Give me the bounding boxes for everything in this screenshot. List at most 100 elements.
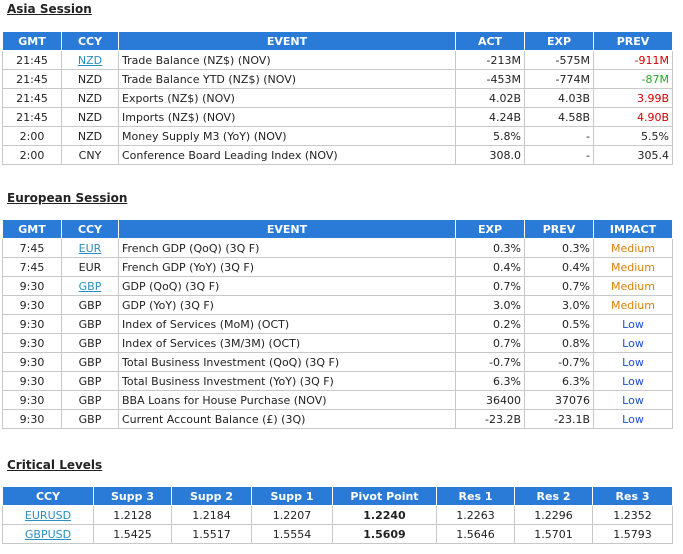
- event-cell: Trade Balance (NZ$) (NOV): [118, 50, 456, 70]
- ccy-cell: GBP: [61, 333, 119, 353]
- currency-label: GBP: [78, 317, 102, 331]
- column-header-gmt: GMT: [2, 31, 62, 51]
- ccy-cell: NZD: [61, 107, 119, 127]
- impact-badge: Low: [593, 371, 673, 391]
- table-row: 21:45 NZD Imports (NZ$) (NOV) 4.24B 4.58B 4.9…: [2, 107, 673, 127]
- table-row: 9:30 GBP Total Business Investment (YoY) (…: [2, 371, 673, 391]
- table-row: 2:00 NZD Money Supply M3 (YoY) (NOV) 5.8% -5…: [2, 126, 673, 146]
- event-cell: Conference Board Leading Index (NOV): [118, 145, 456, 165]
- column-header-exp: EXP: [455, 219, 525, 239]
- column-header-prev: PREV: [524, 219, 594, 239]
- column-header-res-1: Res 1: [436, 486, 515, 506]
- table-row: 21:45 NZD Trade Balance (NZ$) (NOV) -213M -5…: [2, 50, 673, 70]
- ccy-cell: EUR: [61, 257, 119, 277]
- previous-cell: 0.8%: [524, 333, 594, 353]
- table-row: 2:00 CNY Conference Board Leading Index (N…: [2, 145, 673, 165]
- table-row: 7:45 EUR French GDP (QoQ) (3Q F) 0.3% 0.3% Me…: [2, 238, 673, 258]
- column-header-supp-1: Supp 1: [251, 486, 333, 506]
- table-row: 9:30 GBP Current Account Balance (£) (3Q) -…: [2, 409, 673, 429]
- support-2-cell: 1.2184: [171, 505, 252, 525]
- resistance-3-cell: 1.5793: [592, 524, 673, 544]
- currency-pair-link[interactable]: GBPUSD: [24, 527, 72, 541]
- table-row: GBPUSD 1.5425 1.5517 1.5554 1.5609 1.5646 1.57…: [2, 524, 673, 544]
- currency-label: GBP: [78, 393, 102, 407]
- currency-label: GBP: [78, 298, 102, 312]
- critical-levels-table: CCY Supp 3 Supp 2 Supp 1 Pivot Point Res 1 Res…: [2, 486, 673, 544]
- actual-cell: 4.24B: [455, 107, 525, 127]
- previous-cell: 4.90B: [593, 107, 673, 127]
- ccy-cell: GBP: [61, 409, 119, 429]
- pivot-point-cell: 1.5609: [332, 524, 437, 544]
- support-3-cell: 1.2128: [93, 505, 172, 525]
- european-session-table: GMT CCY EVENT EXP PREV IMPACT 7:45 EUR French G…: [2, 219, 673, 429]
- resistance-2-cell: 1.5701: [514, 524, 593, 544]
- column-header-impact: IMPACT: [593, 219, 673, 239]
- previous-cell: -23.1B: [524, 409, 594, 429]
- previous-cell: 0.7%: [524, 276, 594, 296]
- impact-badge: Low: [593, 333, 673, 353]
- expected-cell: -: [524, 126, 594, 146]
- previous-cell: 6.3%: [524, 371, 594, 391]
- gmt-cell: 9:30: [2, 409, 62, 429]
- resistance-1-cell: 1.2263: [436, 505, 515, 525]
- event-cell: Total Business Investment (QoQ) (3Q F): [118, 352, 456, 372]
- impact-badge: Low: [593, 352, 673, 372]
- gmt-cell: 9:30: [2, 276, 62, 296]
- event-cell: Current Account Balance (£) (3Q): [118, 409, 456, 429]
- currency-link[interactable]: GBP: [78, 279, 102, 293]
- table-row: EURUSD 1.2128 1.2184 1.2207 1.2240 1.2263 1.22…: [2, 505, 673, 525]
- event-cell: Total Business Investment (YoY) (3Q F): [118, 371, 456, 391]
- table-row: 21:45 NZD Trade Balance YTD (NZ$) (NOV) -45…: [2, 69, 673, 89]
- previous-cell: 0.3%: [524, 238, 594, 258]
- impact-badge: Low: [593, 314, 673, 334]
- gmt-cell: 9:30: [2, 390, 62, 410]
- event-cell: French GDP (QoQ) (3Q F): [118, 238, 456, 258]
- ccy-cell: GBP: [61, 371, 119, 391]
- ccy-cell[interactable]: EUR: [61, 238, 119, 258]
- currency-label: GBP: [78, 412, 102, 426]
- column-header-supp-3: Supp 3: [93, 486, 172, 506]
- event-cell: GDP (YoY) (3Q F): [118, 295, 456, 315]
- previous-cell: 37076: [524, 390, 594, 410]
- previous-cell: 3.99B: [593, 88, 673, 108]
- expected-cell: 0.4%: [455, 257, 525, 277]
- pair-cell[interactable]: GBPUSD: [2, 524, 94, 544]
- previous-cell: -0.7%: [524, 352, 594, 372]
- impact-badge: Medium: [593, 295, 673, 315]
- expected-cell: -774M: [524, 69, 594, 89]
- gmt-cell: 2:00: [2, 126, 62, 146]
- ccy-cell[interactable]: GBP: [61, 276, 119, 296]
- actual-cell: 308.0: [455, 145, 525, 165]
- column-header-ccy: CCY: [61, 219, 119, 239]
- expected-cell: 4.03B: [524, 88, 594, 108]
- expected-cell: 36400: [455, 390, 525, 410]
- column-header-pivot-point: Pivot Point: [332, 486, 437, 506]
- currency-label: GBP: [78, 374, 102, 388]
- column-header-event: EVENT: [118, 219, 456, 239]
- column-header-prev: PREV: [593, 31, 673, 51]
- ccy-cell[interactable]: NZD: [61, 50, 119, 70]
- currency-label: NZD: [77, 72, 103, 86]
- event-cell: Index of Services (MoM) (OCT): [118, 314, 456, 334]
- expected-cell: -575M: [524, 50, 594, 70]
- column-header-event: EVENT: [118, 31, 456, 51]
- currency-link[interactable]: NZD: [77, 53, 103, 67]
- expected-cell: 0.7%: [455, 333, 525, 353]
- gmt-cell: 21:45: [2, 107, 62, 127]
- column-header-act: ACT: [455, 31, 525, 51]
- currency-link[interactable]: EUR: [78, 241, 102, 255]
- column-header-exp: EXP: [524, 31, 594, 51]
- impact-badge: Low: [593, 409, 673, 429]
- pair-cell[interactable]: EURUSD: [2, 505, 94, 525]
- european-session-title: European Session: [7, 191, 128, 205]
- asia-session-title: Asia Session: [7, 2, 92, 16]
- previous-cell: -87M: [593, 69, 673, 89]
- resistance-3-cell: 1.2352: [592, 505, 673, 525]
- actual-cell: -453M: [455, 69, 525, 89]
- pivot-point-cell: 1.2240: [332, 505, 437, 525]
- expected-cell: 4.58B: [524, 107, 594, 127]
- currency-pair-link[interactable]: EURUSD: [24, 508, 72, 522]
- previous-cell: 5.5%: [593, 126, 673, 146]
- gmt-cell: 21:45: [2, 50, 62, 70]
- resistance-1-cell: 1.5646: [436, 524, 515, 544]
